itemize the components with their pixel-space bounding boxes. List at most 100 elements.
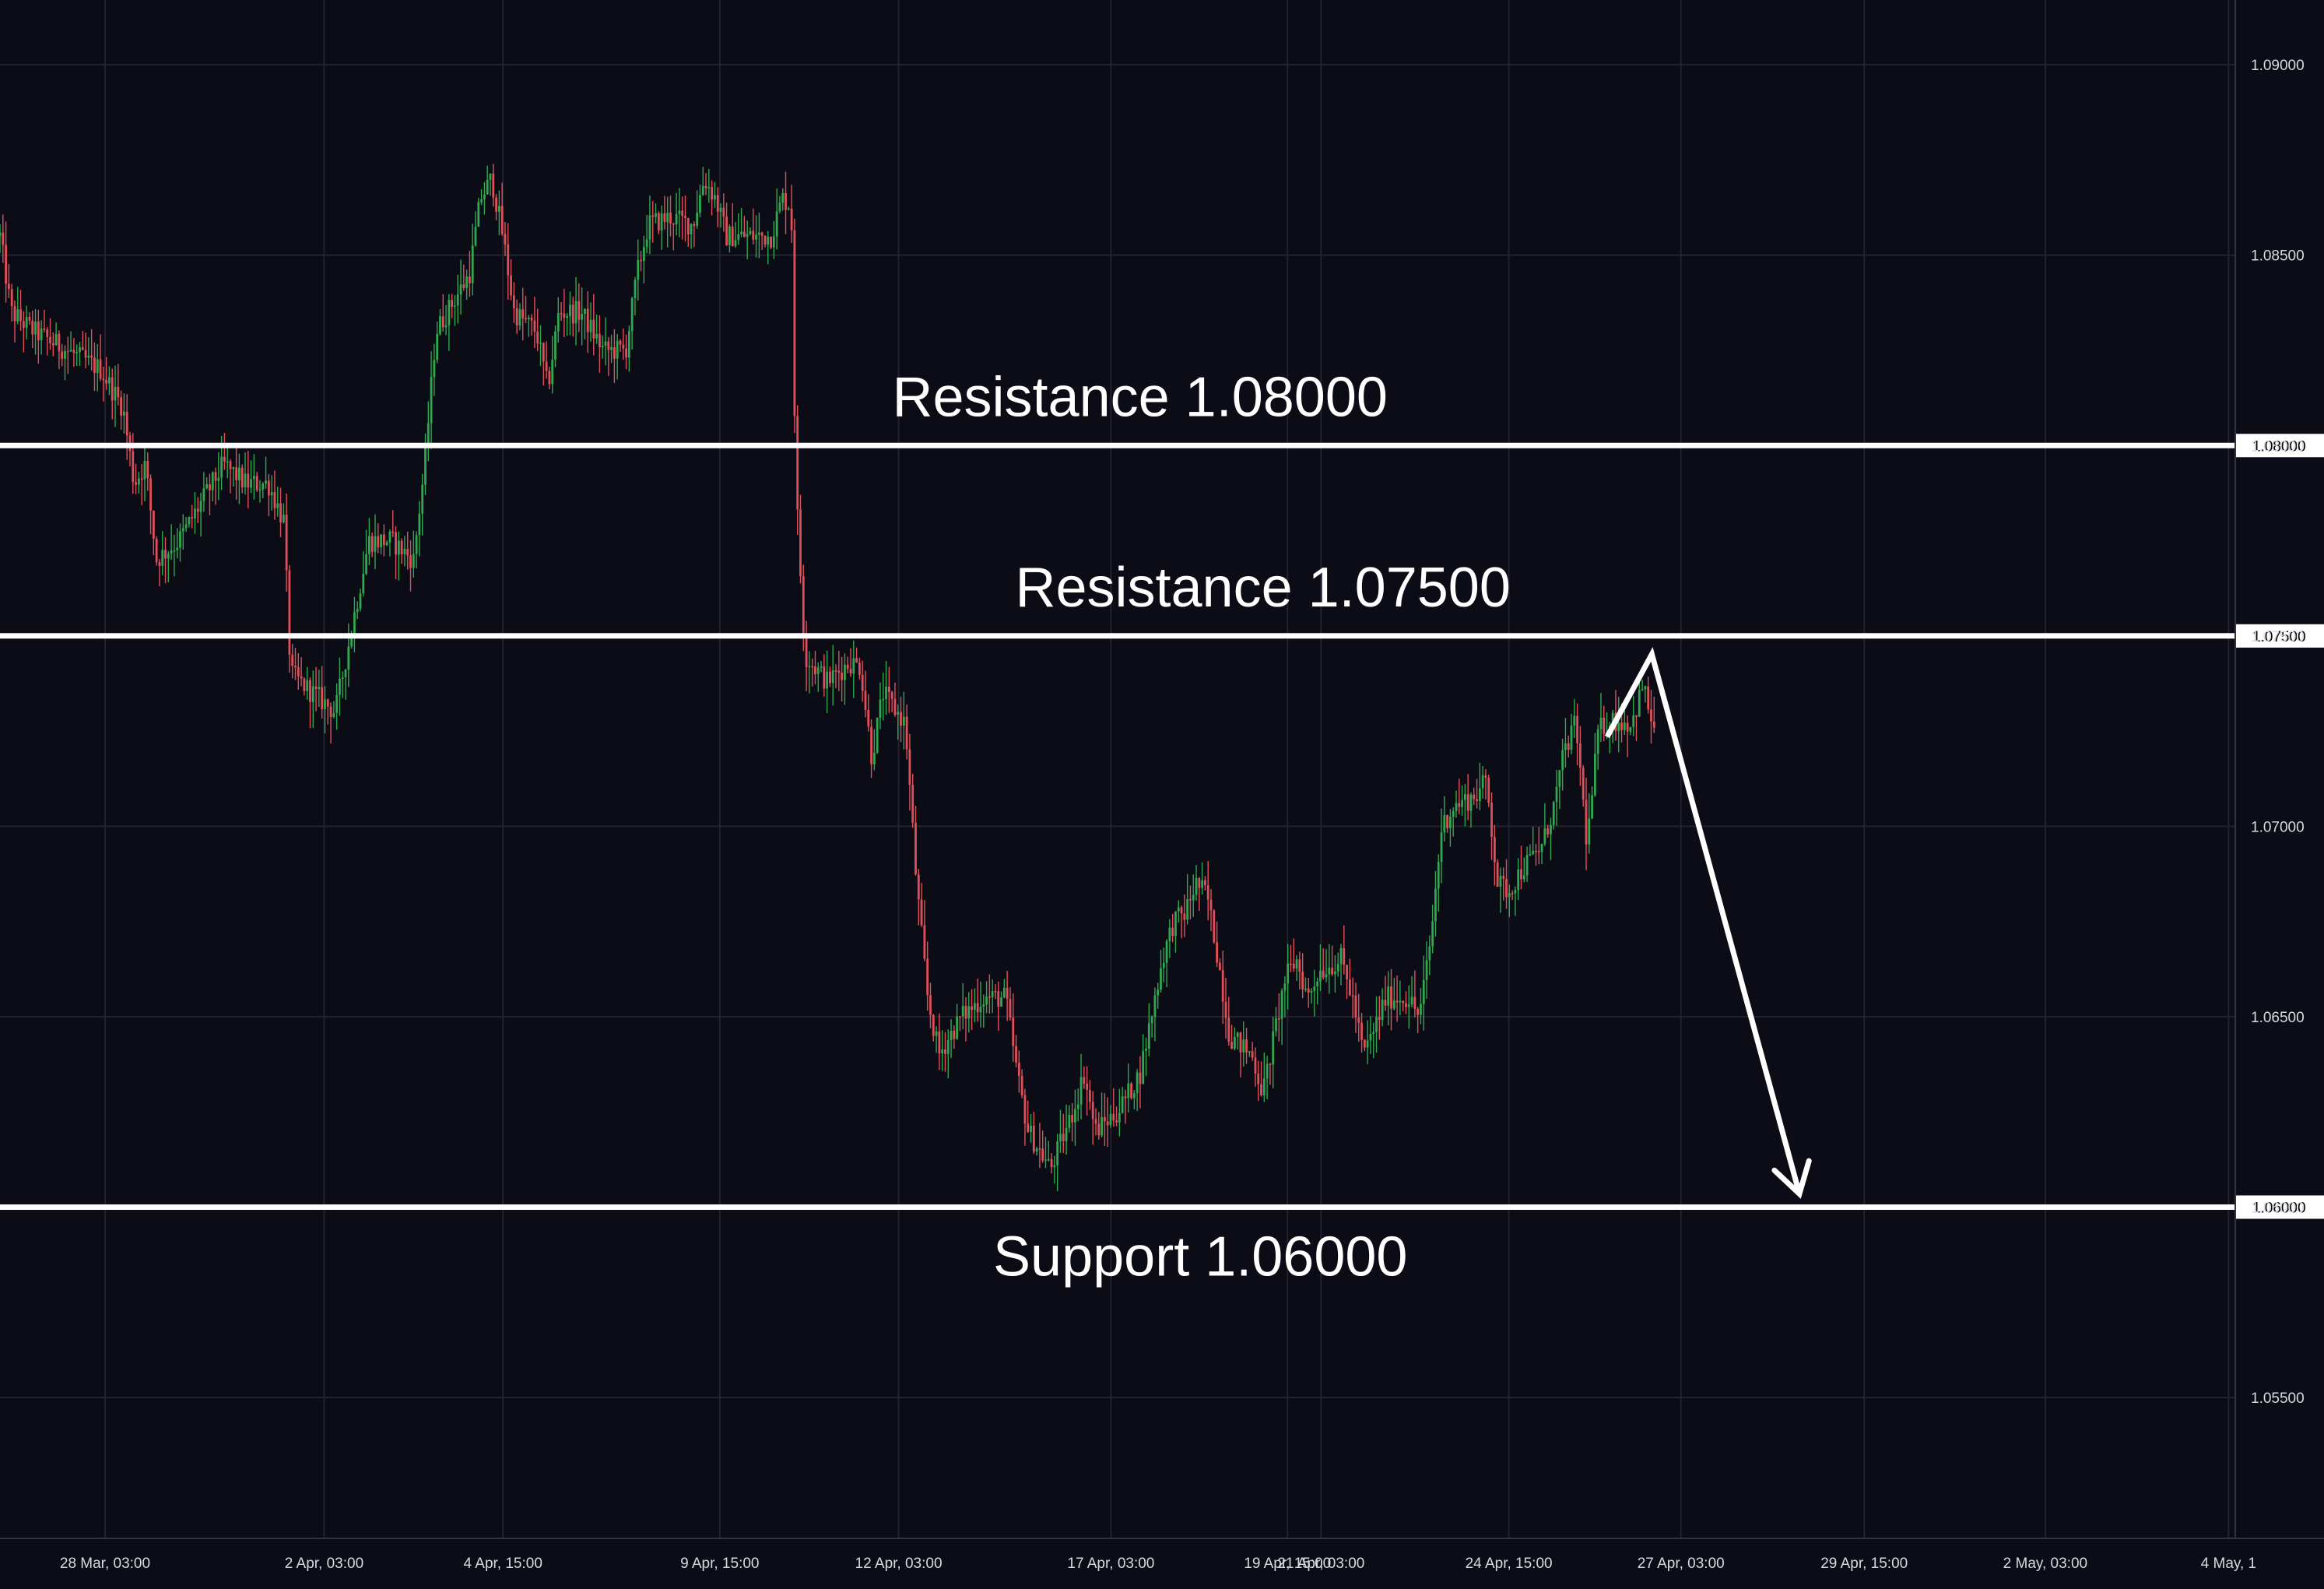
candle-body — [1109, 1113, 1112, 1126]
candle-body — [704, 185, 707, 189]
candle-body — [441, 316, 444, 328]
candle-body — [1298, 959, 1301, 972]
candle-body — [1201, 880, 1204, 888]
candle-body — [915, 822, 917, 875]
candle-body — [1180, 907, 1183, 914]
candle-body — [61, 351, 64, 359]
candle-body — [772, 236, 775, 248]
candle-body — [1322, 970, 1325, 978]
candle-body — [1325, 974, 1328, 978]
candle-body — [235, 467, 238, 480]
candle-body — [719, 207, 722, 212]
candle-body — [1650, 709, 1652, 722]
candle-body — [58, 333, 61, 352]
candle-body — [722, 207, 725, 217]
candle-body — [767, 237, 770, 245]
candle-body — [444, 325, 448, 328]
candle-body — [944, 1049, 946, 1054]
candle-body — [1198, 877, 1201, 888]
candle-body — [217, 477, 220, 481]
candle-body — [991, 991, 994, 997]
candle-body — [75, 352, 79, 353]
candle-body — [1366, 1040, 1369, 1048]
candle-body — [911, 784, 915, 823]
candle-body — [1162, 962, 1165, 969]
candle-body — [22, 321, 25, 329]
candle-body — [504, 234, 507, 244]
candle-body — [1552, 802, 1555, 825]
candle-body — [99, 359, 102, 379]
candle-body — [152, 510, 155, 540]
time-tick-label: 4 May, 1 — [2201, 1556, 2256, 1572]
candle-body — [1576, 715, 1579, 744]
candle-body — [834, 670, 837, 672]
candle-body — [114, 386, 117, 401]
candle-body — [31, 320, 34, 335]
candle-body — [1121, 1096, 1124, 1113]
candle-body — [1269, 1063, 1272, 1065]
candle-body — [430, 377, 433, 424]
candle-body — [645, 239, 648, 248]
candle-body — [1174, 911, 1177, 937]
candle-body — [211, 472, 214, 490]
candle-body — [876, 718, 879, 753]
candle-body — [122, 411, 125, 416]
price-tick-label: 1.07500 — [2251, 629, 2305, 645]
candle-body — [1481, 775, 1484, 789]
candle-body — [311, 686, 314, 702]
candle-body — [288, 570, 291, 655]
candle-body — [1478, 788, 1481, 802]
candle-body — [577, 301, 581, 320]
candle-body — [341, 677, 344, 679]
candle-body — [707, 187, 711, 189]
candle-body — [811, 666, 814, 668]
candle-body — [545, 361, 548, 371]
candle-body — [1094, 1119, 1097, 1124]
candle-body — [1147, 1023, 1150, 1049]
candle-body — [1292, 963, 1295, 969]
candle-body — [988, 996, 991, 998]
candle-body — [480, 199, 483, 202]
candle-body — [451, 300, 454, 307]
candle-body — [946, 1040, 950, 1054]
candle-body — [1458, 803, 1461, 807]
candle-body — [651, 215, 655, 217]
candle-body — [120, 397, 123, 416]
candle-body — [887, 686, 890, 692]
candle-body — [684, 216, 686, 218]
candle-body — [2, 232, 5, 245]
candle-body — [973, 1003, 976, 1011]
candle-body — [752, 230, 755, 240]
candle-body — [111, 377, 114, 401]
candle-body — [19, 309, 22, 322]
candle-body — [483, 194, 486, 200]
candle-body — [54, 333, 58, 346]
candle-body — [1490, 803, 1493, 837]
candle-body — [1543, 828, 1546, 844]
candle-body — [436, 333, 439, 360]
candle-body — [1287, 963, 1290, 984]
level-label: Resistance 1.08000 — [893, 366, 1388, 428]
candle-body — [1313, 986, 1316, 991]
candle-body — [571, 304, 574, 324]
candle-body — [512, 295, 515, 308]
candle-body — [1348, 979, 1351, 996]
candle-body — [1425, 960, 1428, 980]
candle-body — [696, 213, 699, 227]
time-tick-label: 12 Apr, 03:00 — [855, 1556, 943, 1572]
candle-body — [66, 350, 69, 353]
candle-body — [362, 574, 365, 594]
candle-body — [439, 316, 441, 334]
candle-body — [560, 313, 563, 315]
candle-body — [117, 386, 120, 398]
candle-body — [247, 473, 250, 488]
candle-body — [985, 996, 988, 1005]
candle-body — [1012, 1018, 1015, 1046]
candle-body — [826, 671, 829, 689]
candle-body — [1351, 995, 1354, 997]
candle-body — [831, 670, 834, 684]
candle-body — [1130, 1083, 1132, 1099]
